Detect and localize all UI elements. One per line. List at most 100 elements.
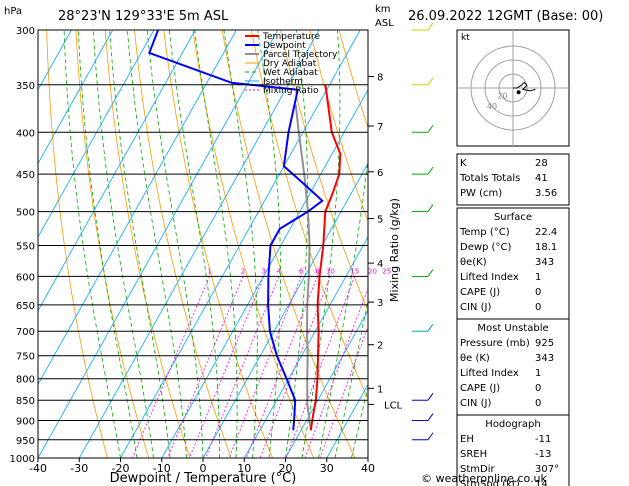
index-value: 0 [535, 383, 541, 394]
legend-label: Mixing Ratio [263, 86, 319, 96]
km-tick-label: 5 [377, 215, 383, 226]
dry-adiabat-line [75, 30, 150, 458]
pressure-tick-label: 900 [16, 417, 35, 428]
location-title: 28°23'N 129°33'E 5m ASL [58, 9, 229, 24]
index-value: 0 [535, 287, 541, 298]
index-value: 925 [535, 338, 554, 349]
pressure-tick-label: 300 [16, 26, 35, 37]
dry-adiabat-line [134, 30, 232, 458]
wind-barb-flag [427, 166, 434, 175]
index-label: Pressure (mb) [460, 338, 530, 349]
legend-label: Wet Adiabat [263, 68, 318, 78]
index-label: Lifted Index [460, 272, 519, 283]
indices-box [456, 414, 570, 486]
wind-barb-flag [427, 432, 434, 441]
mixing-ratio-label: 10 [326, 267, 335, 275]
x-tick-label: -20 [112, 462, 130, 475]
pressure-tick-label: 550 [16, 242, 35, 253]
mixing-ratio-label: 6 [299, 267, 304, 275]
mixing-ratio-line [304, 287, 368, 458]
isotherm-line [38, 30, 279, 458]
km-tick-label: 4 [377, 259, 383, 270]
dry-adiabat-line [573, 30, 629, 458]
indices-section-title: Surface [494, 212, 532, 223]
index-value: -13 [535, 449, 551, 460]
index-label: CAPE (J) [460, 287, 500, 298]
pressure-tick-label: 800 [16, 375, 35, 386]
wet-adiabat-line [93, 30, 154, 458]
index-label: StmSpd (kt) [460, 479, 520, 486]
index-label: StmDir [460, 464, 495, 475]
wind-barb-flag [427, 269, 434, 277]
index-label: Lifted Index [460, 368, 519, 379]
wet-adiabat-line [109, 30, 171, 458]
footer-credit: © weatheronline.co.uk [421, 472, 547, 485]
index-value: 28 [535, 158, 548, 169]
mixing-ratio-label: 4 [277, 267, 282, 275]
isotherm-line [78, 30, 320, 458]
parcel-trajectory-curve [294, 104, 312, 431]
pressure-tick-label: 450 [16, 170, 35, 181]
pressure-tick-label: 600 [16, 272, 35, 283]
hodograph-ring-label: 20 [497, 92, 507, 101]
pressure-tick-label: 650 [16, 301, 35, 312]
index-value: 0 [535, 302, 541, 313]
indices-table: K 28 Totals Totals 41 PW (cm) 3.56 Surface Temp… [456, 153, 570, 486]
index-label: SREH [460, 449, 487, 460]
storm-motion-marker [516, 90, 521, 95]
wind-barb-flag [427, 323, 434, 332]
pressure-tick-label: 500 [16, 208, 35, 219]
isotherm-line [38, 30, 237, 386]
isotherm-line [38, 30, 196, 312]
index-label: CIN (J) [460, 302, 491, 313]
index-value: 1 [535, 368, 541, 379]
mixing-ratio-label: 20 [368, 267, 377, 275]
pressure-tick-label: 350 [16, 81, 35, 92]
index-value: 343 [535, 353, 554, 364]
wet-adiabat-line [334, 298, 368, 458]
wind-barb-flag [427, 77, 434, 86]
index-label: PW (cm) [460, 188, 502, 199]
pressure-tick-label: 950 [16, 436, 35, 447]
index-label: Temp (°C) [459, 227, 510, 238]
isotherm-line [243, 236, 368, 458]
pressure-tick-labels: 300 350 400 450 500 550 600 650 700 750 800 850 900 9… [10, 26, 35, 465]
wet-adiabat-line [194, 30, 238, 458]
wind-barb-flag [427, 204, 434, 212]
index-value: 14 [535, 479, 548, 486]
isotherm-line [38, 30, 72, 91]
index-value: 41 [535, 173, 548, 184]
index-value: 1 [535, 272, 541, 283]
x-tick-label: 10 [237, 462, 251, 475]
indices-section-title: Hodograph [485, 419, 540, 430]
pressure-tick-label: 750 [16, 352, 35, 363]
mixing-ratio-label: 8 [315, 267, 319, 275]
wind-barb-flag [427, 392, 434, 401]
dewpoint-curve [148, 30, 324, 431]
wet-adiabat-line [168, 30, 220, 458]
x-tick-label: 30 [320, 462, 334, 475]
x-tick-label: -30 [70, 462, 88, 475]
pressure-tick-label: 1000 [10, 454, 35, 465]
mixing-ratio-line [285, 276, 356, 458]
dry-adiabat-line [309, 30, 368, 223]
index-value: 0 [535, 398, 541, 409]
x-tick-label: -10 [153, 462, 171, 475]
wind-barbs [412, 22, 434, 441]
index-value: 3.56 [535, 188, 557, 199]
hodograph-ring-label: 40 [487, 102, 497, 111]
index-value: 307° [535, 464, 559, 475]
legend-label: Isotherm [263, 77, 303, 87]
mixing-ratio-label: 2 [241, 267, 245, 275]
isotherm-line [161, 88, 368, 458]
km-tick-label: 1 [377, 384, 383, 395]
pressure-unit-label: hPa [4, 6, 22, 17]
wet-adiabat-line [257, 30, 281, 458]
skewt-plot-area: 1 2 3 4 6 8 10 15 20 25 3003504004505005506006507… [10, 26, 629, 475]
x-tick-label: 40 [361, 462, 375, 475]
pressure-tick-label: 850 [16, 396, 35, 407]
wet-adiabat-line [351, 385, 368, 458]
hodograph-trace [513, 81, 536, 92]
